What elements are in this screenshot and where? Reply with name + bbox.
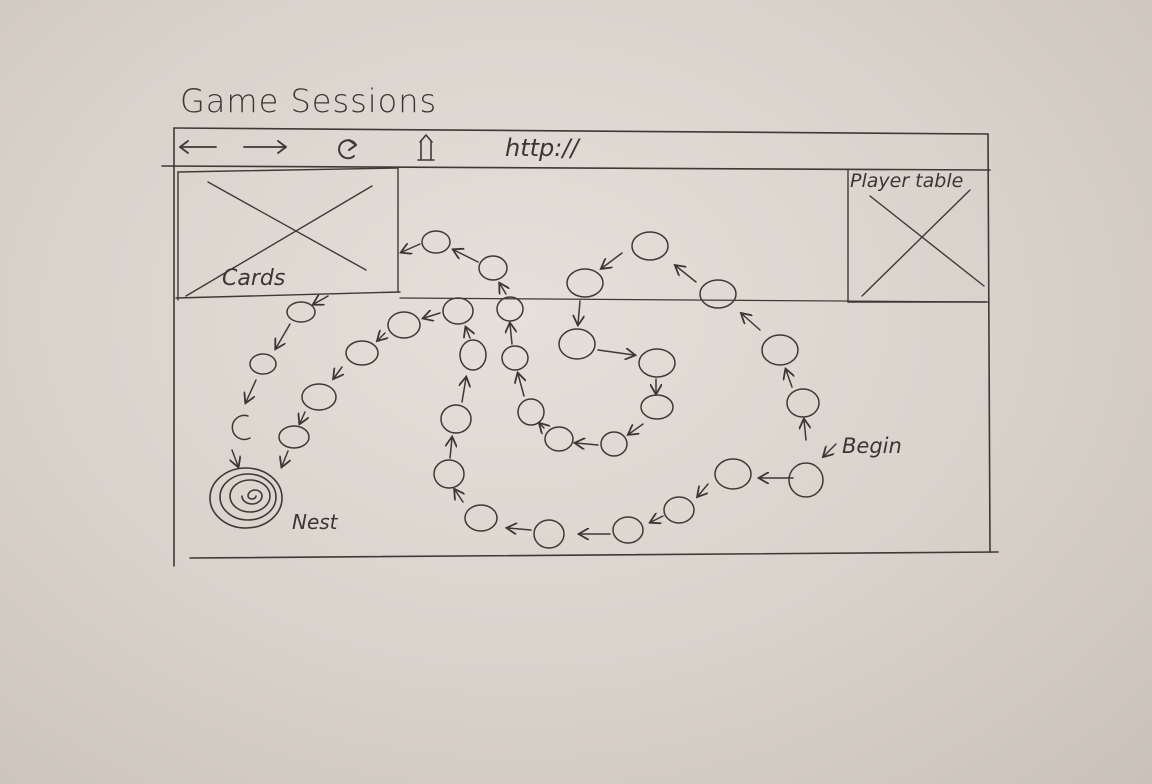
- board-space: [278, 425, 310, 449]
- cards-image-placeholder: [177, 167, 399, 301]
- address-bar[interactable]: http://: [505, 134, 579, 162]
- board-space: [714, 458, 752, 490]
- board-space: [286, 301, 316, 323]
- reload-button[interactable]: [330, 132, 366, 162]
- board-space: [459, 339, 487, 371]
- browser-window-frame: [161, 127, 999, 567]
- board-space: [638, 348, 676, 378]
- board-space: [558, 328, 596, 360]
- board-space: [496, 296, 524, 322]
- cards-panel-label: Cards: [222, 266, 286, 291]
- begin-space-label: Begin: [842, 434, 902, 458]
- board-space: [533, 519, 565, 549]
- board-space: [640, 394, 674, 420]
- board-space: [566, 268, 604, 298]
- home-button[interactable]: [405, 132, 435, 162]
- back-button[interactable]: [172, 132, 224, 162]
- board-space: [231, 414, 251, 441]
- board-space: [786, 388, 820, 418]
- board-space: [433, 459, 465, 489]
- game-board-path: [231, 230, 837, 549]
- back-arrow-icon: [179, 140, 217, 154]
- player-table-panel-label: Player table: [850, 170, 964, 192]
- home-icon: [417, 134, 435, 161]
- board-space: [699, 279, 737, 309]
- board-space: [345, 340, 379, 366]
- board-space: [249, 353, 277, 375]
- board-space: [478, 255, 508, 281]
- nest-space-label: Nest: [292, 510, 338, 534]
- board-space: [442, 297, 474, 325]
- board-space: [501, 345, 529, 371]
- board-space: [421, 230, 451, 254]
- reload-icon: [338, 139, 357, 160]
- board-space: [663, 496, 695, 524]
- nest-spiral-icon: [209, 467, 283, 529]
- forward-button[interactable]: [238, 132, 294, 162]
- board-space: [761, 334, 799, 366]
- board-space: [631, 231, 669, 261]
- board-space: [517, 398, 545, 426]
- board-space: [387, 311, 421, 339]
- board-space: [464, 504, 498, 532]
- board-space-begin: [788, 462, 824, 498]
- board-space: [612, 516, 644, 544]
- board-space: [600, 431, 628, 457]
- forward-arrow-icon: [243, 140, 287, 154]
- board-space: [544, 426, 574, 452]
- board-space: [301, 383, 337, 411]
- window-title: Game Sessions: [180, 82, 438, 120]
- board-space: [440, 404, 472, 434]
- player-table-placeholder: [847, 169, 987, 303]
